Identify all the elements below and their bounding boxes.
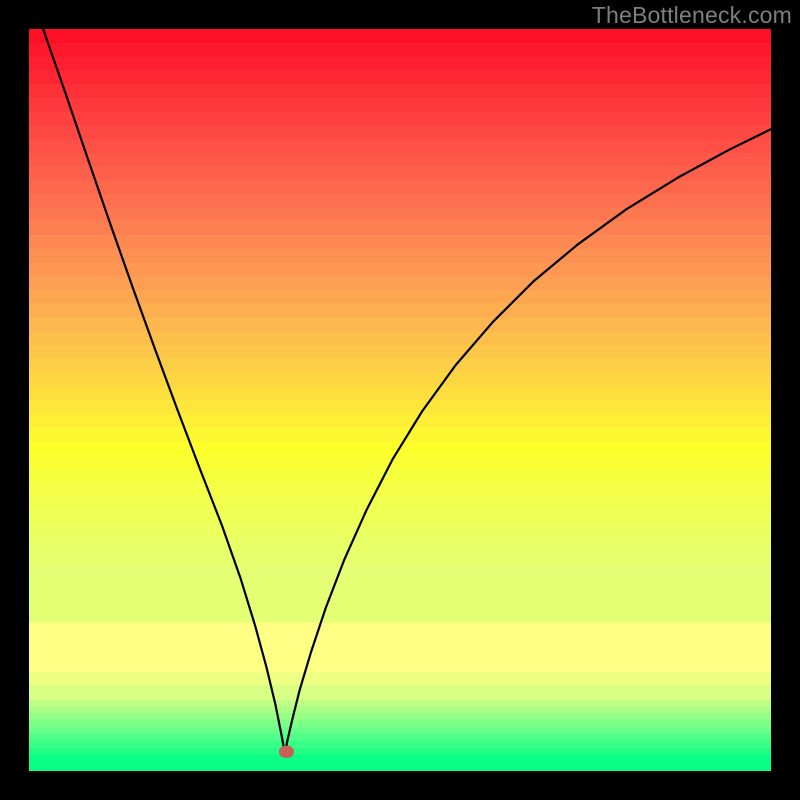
bg-band <box>29 565 771 623</box>
bg-band <box>29 373 771 387</box>
plot-area <box>29 29 771 771</box>
bg-band <box>29 290 771 304</box>
bg-band <box>29 623 771 648</box>
bg-band <box>29 125 771 139</box>
bg-band <box>29 56 771 71</box>
bg-band <box>29 208 771 222</box>
bg-band <box>29 686 771 701</box>
bg-band <box>29 510 771 525</box>
bg-band <box>29 221 771 236</box>
bg-band <box>29 358 771 373</box>
bg-band <box>29 496 771 510</box>
bg-band <box>29 98 771 112</box>
bg-band <box>29 537 771 552</box>
bg-band <box>29 249 771 264</box>
bg-band <box>29 331 771 346</box>
bg-band <box>29 345 771 359</box>
bg-band <box>29 180 771 194</box>
bg-band <box>29 414 771 428</box>
bg-band <box>29 263 771 277</box>
bg-band <box>29 755 771 771</box>
bg-band <box>29 700 771 707</box>
bg-band <box>29 318 771 332</box>
bg-band <box>29 386 771 401</box>
bg-band <box>29 734 771 741</box>
bg-band <box>29 741 771 749</box>
bg-band <box>29 400 771 415</box>
bg-band <box>29 720 771 728</box>
optimal-marker <box>279 746 294 758</box>
bg-band <box>29 551 771 565</box>
watermark-text: TheBottleneck.com <box>592 2 792 29</box>
bg-band <box>29 111 771 126</box>
bg-band <box>29 455 771 470</box>
bg-band <box>29 139 771 154</box>
bg-band <box>29 43 771 57</box>
bg-band <box>29 713 771 720</box>
bg-band <box>29 524 771 538</box>
bg-band <box>29 469 771 483</box>
bg-band <box>29 29 771 44</box>
bg-band <box>29 194 771 209</box>
chart-frame: TheBottleneck.com <box>0 0 800 800</box>
bg-band <box>29 706 771 713</box>
bg-band <box>29 276 771 291</box>
bg-band <box>29 748 771 755</box>
bg-band <box>29 235 771 249</box>
bg-band <box>29 482 771 497</box>
bg-band <box>29 71 771 85</box>
bg-band <box>29 84 771 99</box>
bg-band <box>29 153 771 167</box>
bg-band <box>29 166 771 181</box>
bg-band <box>29 427 771 442</box>
plot-svg <box>29 29 771 771</box>
bg-band <box>29 647 771 673</box>
bg-band <box>29 672 771 686</box>
bg-band <box>29 727 771 734</box>
